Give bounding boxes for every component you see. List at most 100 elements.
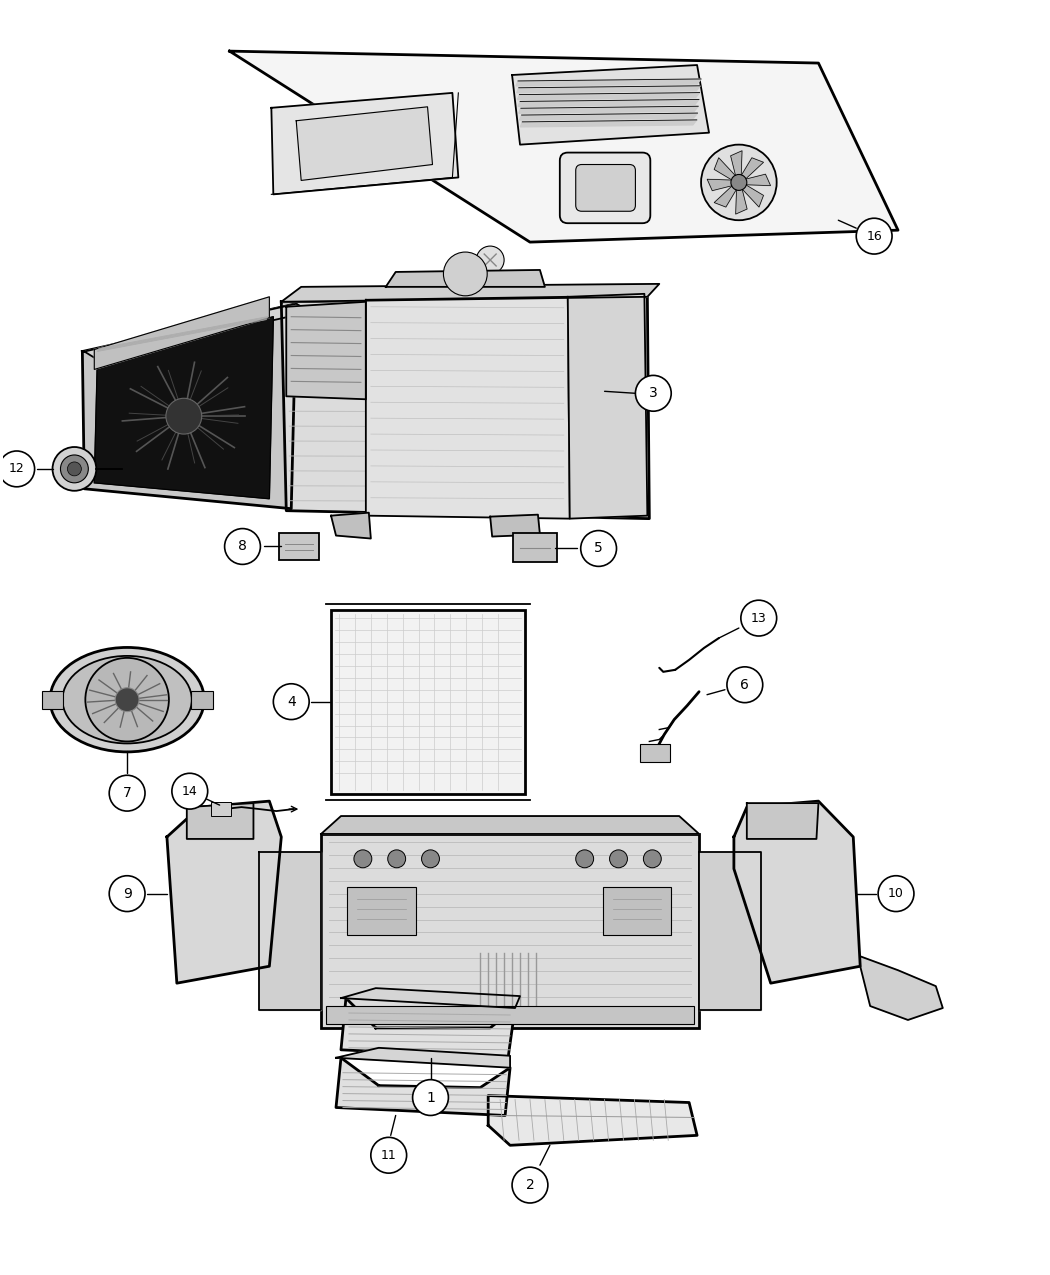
Polygon shape: [747, 803, 818, 839]
Polygon shape: [187, 803, 253, 839]
Text: 5: 5: [594, 542, 603, 556]
Polygon shape: [490, 515, 540, 537]
Circle shape: [644, 850, 662, 868]
FancyBboxPatch shape: [346, 886, 416, 936]
Circle shape: [166, 398, 202, 434]
Polygon shape: [321, 816, 699, 834]
Polygon shape: [740, 158, 763, 178]
Polygon shape: [708, 180, 734, 191]
Polygon shape: [731, 150, 742, 177]
Polygon shape: [271, 93, 459, 194]
Polygon shape: [517, 85, 700, 93]
Text: 2: 2: [526, 1178, 534, 1192]
Polygon shape: [296, 107, 433, 181]
FancyBboxPatch shape: [327, 1006, 694, 1024]
Polygon shape: [259, 852, 321, 1010]
FancyBboxPatch shape: [575, 164, 635, 212]
Polygon shape: [488, 1095, 697, 1145]
FancyBboxPatch shape: [321, 834, 699, 1028]
Polygon shape: [385, 270, 545, 287]
Polygon shape: [520, 113, 697, 120]
Polygon shape: [281, 284, 659, 302]
Circle shape: [116, 687, 139, 711]
Polygon shape: [734, 801, 860, 983]
Circle shape: [477, 246, 504, 274]
Circle shape: [701, 144, 777, 221]
Polygon shape: [521, 120, 697, 126]
Polygon shape: [230, 51, 898, 242]
Text: 13: 13: [751, 612, 766, 625]
FancyBboxPatch shape: [191, 691, 213, 709]
Circle shape: [387, 850, 405, 868]
Circle shape: [109, 876, 145, 912]
Polygon shape: [860, 956, 943, 1020]
Circle shape: [512, 1167, 548, 1204]
Polygon shape: [287, 302, 365, 399]
Circle shape: [635, 375, 671, 412]
Text: 3: 3: [649, 386, 657, 400]
FancyBboxPatch shape: [640, 745, 670, 762]
Circle shape: [172, 773, 208, 810]
Circle shape: [443, 252, 487, 296]
FancyBboxPatch shape: [42, 691, 63, 709]
Circle shape: [273, 683, 309, 719]
FancyBboxPatch shape: [211, 802, 231, 816]
Text: 6: 6: [740, 678, 750, 692]
Polygon shape: [699, 852, 761, 1010]
FancyBboxPatch shape: [513, 533, 557, 562]
Text: 9: 9: [123, 886, 131, 900]
Polygon shape: [516, 79, 701, 85]
Polygon shape: [744, 175, 771, 186]
Circle shape: [878, 876, 914, 912]
Polygon shape: [84, 303, 311, 360]
Circle shape: [61, 455, 88, 483]
Polygon shape: [341, 988, 520, 1009]
Circle shape: [52, 448, 97, 491]
Circle shape: [85, 658, 169, 742]
Polygon shape: [94, 316, 273, 499]
Circle shape: [109, 775, 145, 811]
Circle shape: [67, 462, 81, 476]
Polygon shape: [365, 297, 570, 519]
FancyBboxPatch shape: [279, 533, 319, 561]
Circle shape: [731, 175, 747, 190]
Polygon shape: [518, 93, 699, 99]
Ellipse shape: [50, 648, 204, 752]
Polygon shape: [82, 303, 296, 509]
Polygon shape: [519, 106, 698, 113]
Polygon shape: [714, 158, 735, 181]
Text: 16: 16: [866, 230, 882, 242]
Polygon shape: [341, 998, 516, 1058]
Text: 7: 7: [123, 787, 131, 801]
Circle shape: [581, 530, 616, 566]
Polygon shape: [568, 293, 648, 519]
Text: 14: 14: [182, 784, 197, 798]
Text: 12: 12: [8, 463, 24, 476]
Ellipse shape: [62, 655, 192, 743]
Polygon shape: [336, 1058, 510, 1116]
Polygon shape: [336, 1048, 510, 1067]
Circle shape: [371, 1137, 406, 1173]
Polygon shape: [167, 801, 281, 983]
Polygon shape: [714, 186, 737, 207]
Text: 1: 1: [426, 1090, 435, 1104]
Circle shape: [413, 1080, 448, 1116]
Polygon shape: [94, 297, 270, 370]
FancyBboxPatch shape: [560, 153, 650, 223]
Text: 4: 4: [287, 695, 296, 709]
Polygon shape: [331, 513, 371, 538]
Circle shape: [741, 601, 777, 636]
Circle shape: [421, 850, 440, 868]
Text: 10: 10: [888, 887, 904, 900]
Circle shape: [727, 667, 762, 703]
Polygon shape: [736, 187, 748, 214]
Circle shape: [856, 218, 892, 254]
Polygon shape: [519, 99, 699, 106]
Polygon shape: [742, 184, 763, 207]
Polygon shape: [281, 297, 649, 519]
Circle shape: [354, 850, 372, 868]
Text: 11: 11: [381, 1149, 397, 1162]
FancyBboxPatch shape: [603, 886, 671, 936]
Polygon shape: [512, 65, 709, 144]
Text: 8: 8: [238, 539, 247, 553]
